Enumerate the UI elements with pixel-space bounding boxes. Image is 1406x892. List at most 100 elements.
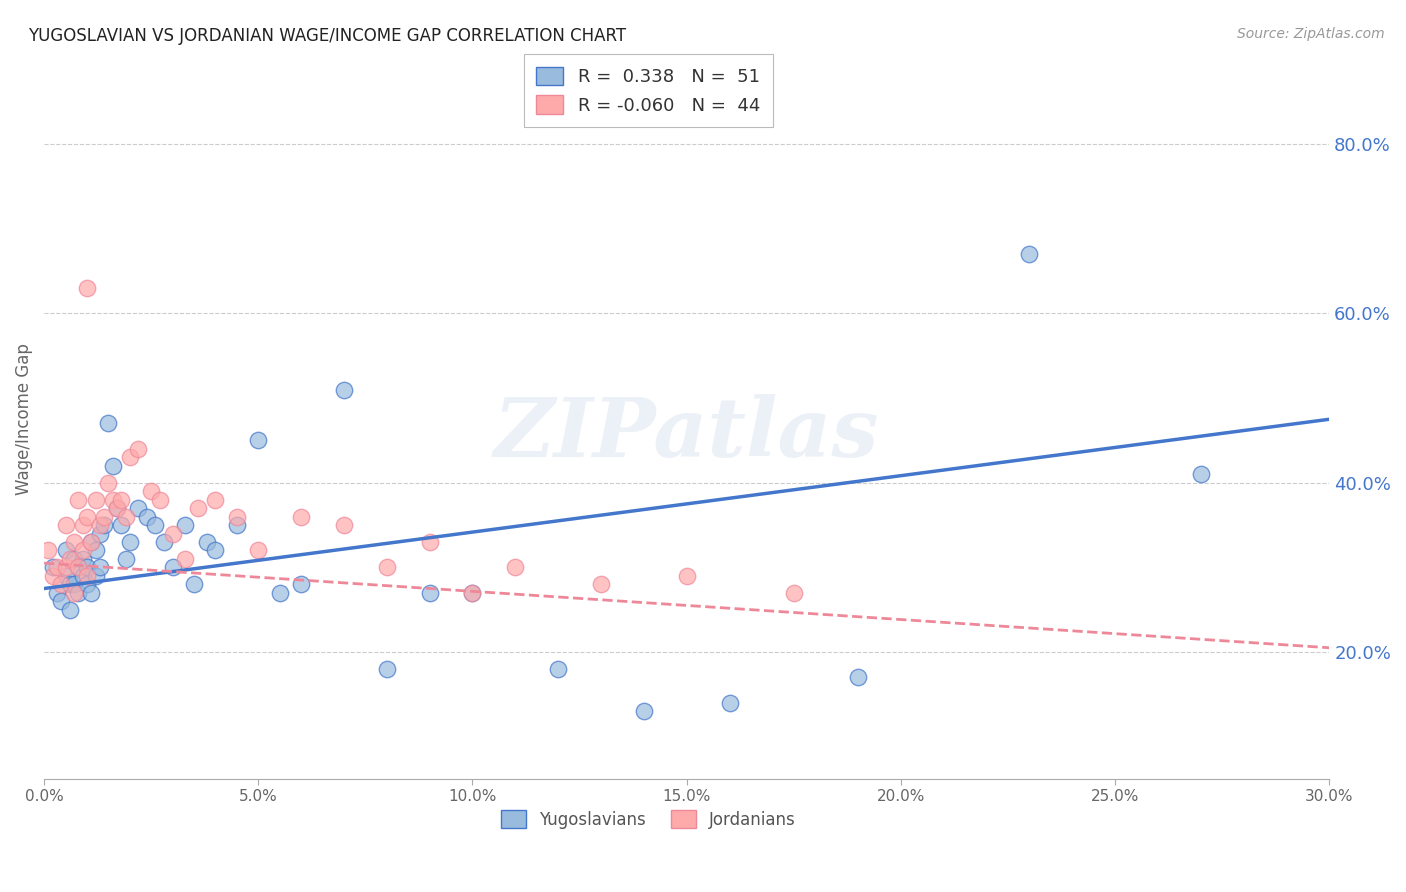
Point: [195, 535, 218, 549]
Point: [67, 586, 90, 600]
Point: [41, 569, 63, 583]
Point: [675, 569, 697, 583]
Point: [1189, 467, 1212, 482]
Point: [204, 543, 226, 558]
Point: [127, 501, 149, 516]
Point: [101, 492, 124, 507]
Point: [141, 484, 163, 499]
Point: [783, 586, 806, 600]
Point: [247, 434, 270, 448]
Point: [174, 518, 197, 533]
Point: [118, 535, 141, 549]
Point: [127, 442, 149, 456]
Point: [89, 526, 111, 541]
Point: [80, 535, 103, 549]
Point: [114, 552, 136, 566]
Point: [51, 577, 73, 591]
Point: [97, 475, 120, 490]
Point: [67, 492, 90, 507]
Point: [461, 586, 484, 600]
Point: [51, 594, 73, 608]
Point: [204, 492, 226, 507]
Point: [80, 535, 103, 549]
Point: [290, 577, 312, 591]
Point: [375, 560, 398, 574]
Point: [59, 577, 82, 591]
Point: [1018, 247, 1040, 261]
Point: [55, 518, 77, 533]
Point: [162, 526, 184, 541]
Point: [333, 383, 356, 397]
Point: [105, 501, 128, 516]
Point: [162, 560, 184, 574]
Point: [419, 535, 441, 549]
Point: [63, 577, 86, 591]
Point: [55, 560, 77, 574]
Point: [718, 696, 741, 710]
Point: [118, 450, 141, 465]
Point: [76, 569, 98, 583]
Point: [55, 569, 77, 583]
Point: [269, 586, 291, 600]
Point: [37, 543, 59, 558]
Point: [110, 518, 132, 533]
Point: [97, 417, 120, 431]
Point: [59, 552, 82, 566]
Text: ZIPatlas: ZIPatlas: [494, 393, 879, 474]
Point: [149, 492, 172, 507]
Y-axis label: Wage/Income Gap: Wage/Income Gap: [15, 343, 32, 495]
Point: [153, 535, 176, 549]
Point: [419, 586, 441, 600]
Point: [461, 586, 484, 600]
Point: [76, 509, 98, 524]
Point: [76, 281, 98, 295]
Point: [67, 560, 90, 574]
Point: [67, 560, 90, 574]
Point: [41, 560, 63, 574]
Point: [72, 552, 94, 566]
Point: [101, 458, 124, 473]
Point: [110, 492, 132, 507]
Point: [84, 543, 107, 558]
Point: [63, 535, 86, 549]
Point: [55, 543, 77, 558]
Point: [333, 518, 356, 533]
Point: [93, 518, 115, 533]
Point: [76, 577, 98, 591]
Point: [547, 662, 569, 676]
Point: [633, 704, 655, 718]
Point: [225, 509, 247, 524]
Point: [46, 560, 69, 574]
Point: [846, 670, 869, 684]
Point: [89, 560, 111, 574]
Point: [375, 662, 398, 676]
Point: [114, 509, 136, 524]
Point: [46, 586, 69, 600]
Point: [72, 518, 94, 533]
Point: [145, 518, 167, 533]
Point: [187, 501, 209, 516]
Point: [93, 509, 115, 524]
Point: [105, 501, 128, 516]
Point: [80, 586, 103, 600]
Point: [59, 602, 82, 616]
Point: [174, 552, 197, 566]
Point: [247, 543, 270, 558]
Point: [505, 560, 527, 574]
Point: [84, 492, 107, 507]
Legend: Yugoslavians, Jordanians: Yugoslavians, Jordanians: [494, 804, 803, 835]
Point: [84, 569, 107, 583]
Point: [589, 577, 612, 591]
Point: [63, 586, 86, 600]
Point: [290, 509, 312, 524]
Text: YUGOSLAVIAN VS JORDANIAN WAGE/INCOME GAP CORRELATION CHART: YUGOSLAVIAN VS JORDANIAN WAGE/INCOME GAP…: [28, 27, 626, 45]
Point: [63, 552, 86, 566]
Point: [89, 518, 111, 533]
Point: [72, 569, 94, 583]
Point: [135, 509, 157, 524]
Point: [225, 518, 247, 533]
Point: [183, 577, 205, 591]
Point: [72, 543, 94, 558]
Text: Source: ZipAtlas.com: Source: ZipAtlas.com: [1237, 27, 1385, 41]
Point: [76, 560, 98, 574]
